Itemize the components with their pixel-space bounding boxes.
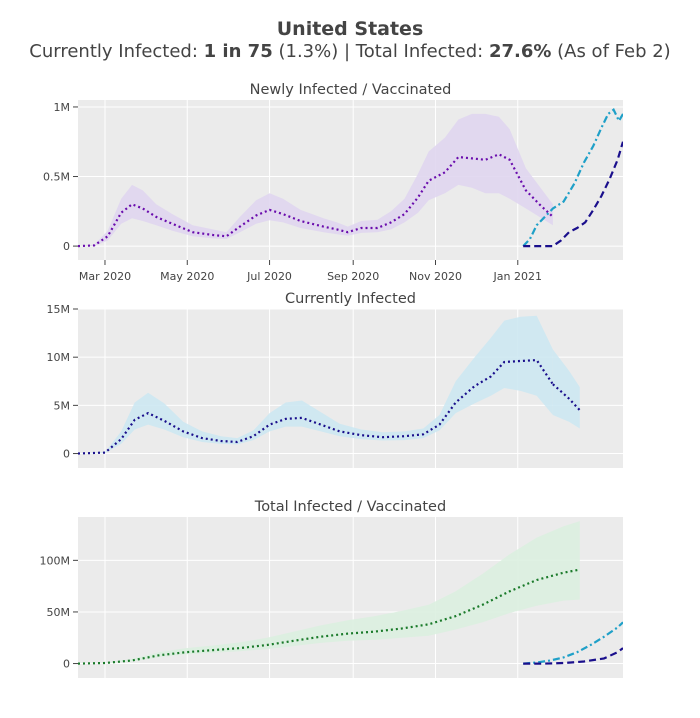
panel-title: Total Infected / Vaccinated bbox=[254, 499, 446, 515]
y-tick-label: 0 bbox=[63, 658, 70, 671]
series-line-total-infected bbox=[78, 568, 581, 665]
panel-title: Newly Infected / Vaccinated bbox=[250, 82, 452, 98]
confidence-band bbox=[78, 113, 553, 247]
page-title: United States bbox=[276, 18, 424, 40]
y-tick-label: 0 bbox=[63, 448, 70, 461]
currently-label: Currently Infected: bbox=[29, 41, 204, 62]
x-tick-label: Jul 2020 bbox=[246, 270, 292, 283]
confidence-band bbox=[78, 315, 553, 454]
x-tick-label: Sep 2020 bbox=[327, 270, 379, 283]
y-tick-label: 1M bbox=[54, 101, 71, 114]
confidence-band bbox=[78, 521, 580, 664]
y-tick-label: 50M bbox=[47, 606, 71, 619]
y-tick-label: 0 bbox=[63, 240, 70, 253]
x-tick-label: Mar 2020 bbox=[79, 270, 131, 283]
total-label: Total Infected: bbox=[355, 41, 489, 62]
series-line-currently-infected bbox=[78, 358, 554, 455]
subtitle: Currently Infected: 1 in 75 (1.3%) | Tot… bbox=[0, 41, 700, 62]
as-of-date: (As of Feb 2) bbox=[557, 41, 671, 62]
series-line-fully-vaccinated bbox=[523, 141, 623, 248]
y-tick-label: 100M bbox=[40, 554, 71, 567]
confidence-band bbox=[552, 349, 580, 429]
y-tick-label: 10M bbox=[47, 351, 71, 364]
series-line-first-dose bbox=[522, 107, 623, 247]
y-tick-label: 15M bbox=[47, 303, 71, 316]
series-line-fully-vaccinated bbox=[523, 647, 623, 665]
x-tick-label: May 2020 bbox=[160, 270, 214, 283]
currently-pct: (1.3%) bbox=[278, 41, 339, 62]
y-tick-label: 5M bbox=[54, 399, 71, 412]
series-line-currently-infected-end bbox=[552, 383, 581, 411]
plot-area-1 bbox=[78, 100, 623, 260]
panel-title: Currently Infected bbox=[285, 291, 416, 307]
series-line-first-dose bbox=[523, 621, 623, 665]
total-pct: 27.6% bbox=[488, 41, 552, 62]
y-tick-label: 0.5M bbox=[43, 171, 70, 184]
separator: | bbox=[343, 41, 351, 62]
x-tick-label: Nov 2020 bbox=[409, 270, 462, 283]
x-tick-label: Jan 2021 bbox=[493, 270, 542, 283]
currently-ratio: 1 in 75 bbox=[203, 41, 273, 62]
